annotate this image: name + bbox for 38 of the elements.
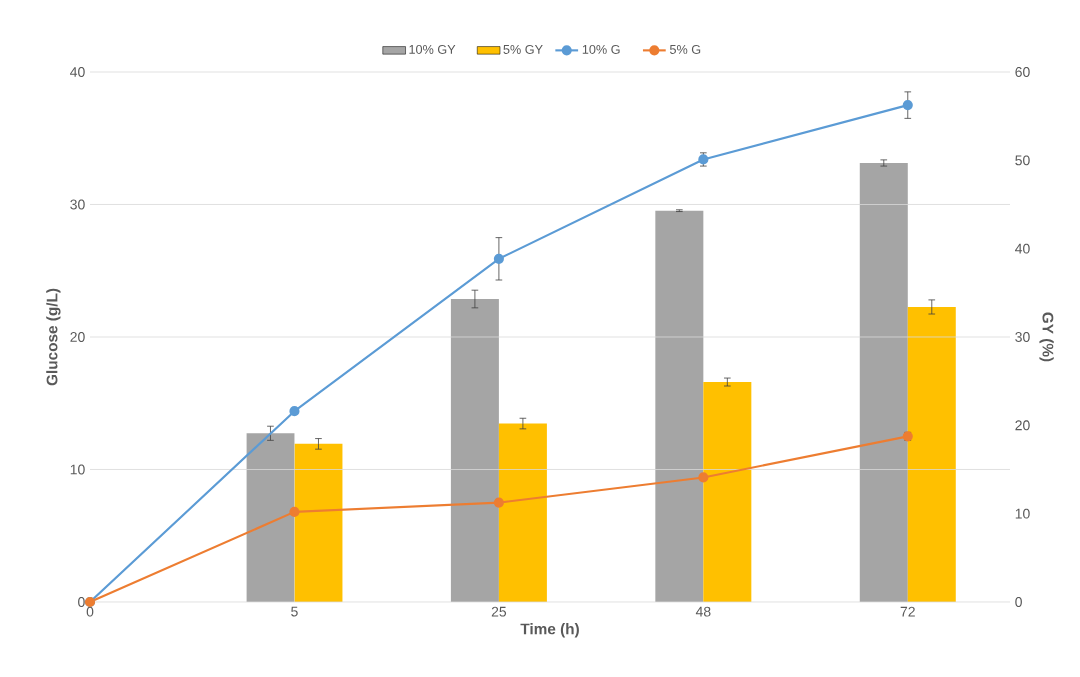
y-axis-title: Glucose (g/L): [46, 288, 61, 386]
bar: [703, 382, 752, 602]
y-tick-label: 10: [70, 464, 85, 475]
x-tick-label: 0: [86, 606, 94, 617]
legend-label: 10% GY: [409, 44, 456, 54]
y-tick-label: 40: [70, 67, 85, 77]
point: [902, 100, 913, 111]
y-tick-label: 0: [78, 597, 85, 607]
bar: [294, 443, 343, 602]
y-tick-label: 30: [70, 199, 85, 210]
y2-tick-label: 10: [1015, 508, 1030, 519]
y2-tick-label: 20: [1015, 420, 1030, 431]
x-axis-title: Time (h): [520, 623, 579, 638]
x-tick-label: 72: [900, 606, 915, 617]
point: [698, 472, 709, 483]
point: [289, 406, 300, 417]
y2-axis-title: GY (%): [1039, 312, 1054, 362]
bar: [859, 162, 908, 602]
y2-tick-label: 40: [1015, 243, 1030, 254]
y2-tick-label: 30: [1015, 332, 1030, 342]
legend-label: 5% G: [669, 44, 701, 54]
legend-label: 10% G: [582, 44, 620, 54]
x-tick-label: 5: [291, 606, 298, 617]
bar: [450, 299, 499, 602]
point: [493, 497, 504, 508]
y-tick-label: 20: [70, 332, 85, 342]
bar: [246, 433, 295, 602]
x-tick-label: 25: [491, 606, 507, 617]
point: [493, 253, 504, 264]
point: [289, 506, 300, 517]
bar: [498, 423, 547, 602]
y2-tick-label: 50: [1015, 155, 1030, 166]
y2-tick-label: 60: [1015, 67, 1030, 77]
y2-tick-label: 0: [1015, 597, 1022, 607]
x-tick-label: 48: [695, 606, 711, 617]
bar: [907, 306, 956, 602]
legend-label: 5% GY: [503, 44, 543, 54]
bar: [655, 210, 704, 602]
